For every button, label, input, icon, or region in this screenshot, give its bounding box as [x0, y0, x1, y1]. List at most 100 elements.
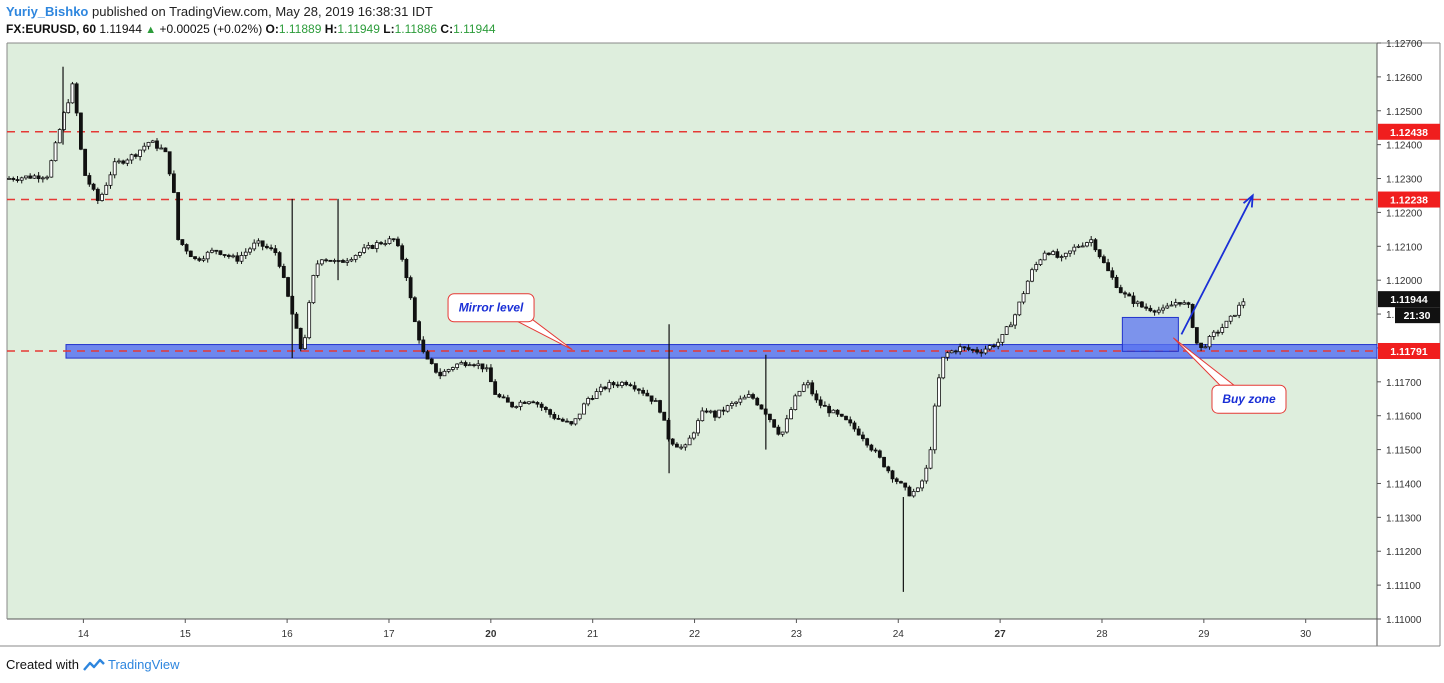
candle-body	[1237, 304, 1242, 316]
candle-body	[332, 260, 337, 262]
candle-body	[1101, 256, 1106, 264]
candle-body	[645, 392, 650, 397]
candle-body	[167, 151, 172, 175]
target-arrow-head	[1242, 193, 1254, 208]
tradingview-brand[interactable]: TradingView	[108, 657, 180, 672]
candle-body	[543, 406, 548, 411]
candle-body	[666, 419, 671, 440]
candle-body	[911, 491, 916, 497]
candle-body	[121, 160, 126, 164]
candle-body	[869, 444, 874, 451]
candle-body	[324, 259, 328, 262]
candle-body	[231, 255, 235, 258]
candle-body	[1106, 262, 1110, 272]
candle-body	[1224, 320, 1229, 328]
candle-body	[32, 175, 37, 179]
candle-body	[822, 404, 827, 407]
candle-body	[873, 449, 878, 452]
candle-body	[835, 409, 840, 415]
candle-body	[78, 112, 83, 150]
candle-body	[429, 358, 434, 365]
price-change: +0.00025 (+0.02%)	[159, 22, 263, 36]
candle-body	[1207, 336, 1212, 348]
time-tick-label: 15	[180, 629, 192, 640]
price-tick-label: 1.12100	[1386, 242, 1423, 253]
time-tick-label: 20	[485, 629, 497, 640]
candle-body	[49, 160, 54, 178]
candle-body	[903, 482, 908, 488]
candle-body	[662, 411, 667, 421]
candle-body	[463, 362, 468, 367]
footer: Created with TradingView	[6, 657, 180, 672]
candle-body	[827, 405, 832, 414]
candle-body	[434, 363, 438, 373]
candle-body	[176, 192, 181, 240]
candle-body	[628, 384, 633, 387]
candle-body	[856, 428, 861, 436]
candle-body	[180, 239, 185, 245]
candle-body	[260, 240, 265, 247]
candle-body	[117, 160, 121, 163]
candle-body	[57, 129, 62, 144]
candle-body	[1156, 309, 1161, 313]
candle-body	[366, 244, 371, 249]
candle-body	[188, 250, 193, 258]
candle-body	[480, 363, 485, 370]
candle-body	[243, 251, 248, 256]
candle-body	[603, 386, 607, 390]
publish-info: Yuriy_Bishko published on TradingView.co…	[6, 4, 433, 19]
candle-body	[218, 250, 223, 255]
time-tick-label: 17	[383, 629, 395, 640]
candle-body	[882, 456, 886, 468]
price-tick-label: 1.11300	[1386, 513, 1422, 524]
candle-body	[421, 339, 426, 353]
candle-body	[264, 245, 269, 249]
tradingview-logo-icon	[82, 658, 105, 671]
candle-body	[197, 258, 202, 261]
candle-body	[1169, 304, 1174, 307]
candle-body	[1089, 239, 1094, 243]
candle-body	[1140, 301, 1144, 308]
candle-body	[239, 255, 244, 262]
close-value: 1.11944	[453, 22, 496, 36]
candle-body	[797, 390, 802, 397]
candle-body	[700, 410, 705, 422]
up-triangle-icon: ▲	[145, 24, 157, 36]
candle-body	[269, 247, 274, 250]
candle-body	[391, 238, 396, 241]
candle-body	[281, 265, 286, 278]
candle-body	[1051, 251, 1056, 255]
candle-body	[1114, 276, 1119, 288]
candle-body	[1000, 334, 1005, 343]
candle-body	[370, 244, 375, 249]
candle-body	[907, 486, 912, 497]
candle-body	[442, 370, 447, 377]
candle-body	[493, 381, 498, 395]
callout-text: Mirror level	[459, 301, 524, 315]
candle-body	[675, 443, 679, 448]
candle-body	[915, 487, 920, 492]
candle-body	[708, 410, 713, 413]
callout-text: Buy zone	[1222, 392, 1276, 406]
candle-body	[522, 401, 527, 404]
candle-body	[1220, 327, 1225, 333]
candle-body	[345, 260, 350, 263]
candle-body	[476, 363, 481, 366]
candle-body	[1161, 307, 1165, 311]
candle-body	[150, 140, 155, 143]
candle-body	[573, 418, 578, 425]
low-value: 1.11886	[394, 22, 438, 36]
candle-body	[514, 406, 519, 408]
author-link[interactable]: Yuriy_Bishko	[6, 4, 89, 19]
price-chart[interactable]: 1.11000 1.11100 1.11200 1.11300 1.11400 1.115…	[0, 0, 1444, 650]
candle-body	[958, 346, 963, 353]
candle-body	[725, 405, 730, 412]
candle-body	[1110, 270, 1115, 278]
candle-body	[40, 177, 45, 180]
candle-body	[387, 238, 392, 244]
candle-body	[425, 351, 430, 360]
candle-body	[1004, 326, 1009, 335]
candle-body	[772, 419, 777, 428]
candle-body	[36, 175, 41, 180]
candle-body	[552, 413, 557, 419]
